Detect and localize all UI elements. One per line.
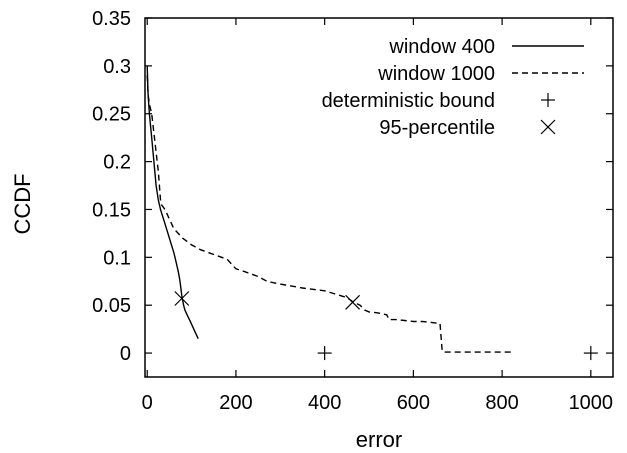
legend-label: 95-percentile <box>379 117 495 139</box>
x-tick-label: 1000 <box>569 392 614 414</box>
y-tick-label: 0 <box>120 343 131 365</box>
plot-frame <box>144 17 614 378</box>
y-tick-label: 0.35 <box>92 8 131 30</box>
y-tick-label: 0.1 <box>103 247 131 269</box>
legend-label: window 1000 <box>377 63 495 85</box>
x-axis-label: error <box>356 427 402 452</box>
x-tick-label: 0 <box>142 392 153 414</box>
y-tick-label: 0.05 <box>92 295 131 317</box>
series-lines <box>146 65 511 353</box>
legend-sample-marker <box>540 119 556 135</box>
percentile-point <box>345 294 361 310</box>
x-tick-label: 800 <box>485 392 518 414</box>
y-tick-label: 0.25 <box>92 104 131 126</box>
x-tick-label: 600 <box>397 392 430 414</box>
cross-b <box>345 294 361 310</box>
x-tick-label: 200 <box>219 392 252 414</box>
series-line-0 <box>146 65 199 339</box>
y-tick-label: 0.3 <box>103 56 131 78</box>
series-line-1 <box>146 75 511 353</box>
legend-label: window 400 <box>388 36 495 58</box>
legend-sample-marker <box>541 93 555 107</box>
y-axis-label: CCDF <box>10 173 35 234</box>
legend-label: deterministic bound <box>322 90 495 112</box>
cross-b <box>540 119 556 135</box>
legend: window 400 window 1000 deterministic bound… <box>322 36 584 139</box>
y-tick-label: 0.2 <box>103 152 131 174</box>
percentile-point <box>174 291 190 306</box>
cross-b <box>174 291 190 306</box>
marker-points <box>174 291 598 361</box>
deterministic-bound-point <box>317 346 332 361</box>
y-tick-label: 0.15 <box>92 199 131 221</box>
axes: 0 200 400 600 800 1000 0 0.05 0.1 0.15 0.2 0.25 0.3 0… <box>92 8 614 414</box>
deterministic-bound-point <box>583 346 598 361</box>
x-tick-label: 400 <box>308 392 341 414</box>
